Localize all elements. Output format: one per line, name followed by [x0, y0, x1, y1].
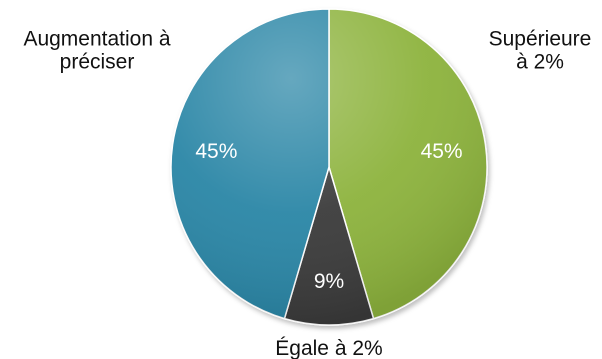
- pie-category-label-line: Égale à 2%: [275, 337, 382, 359]
- pie-category-label-line: à 2%: [516, 51, 564, 74]
- pie-category-label: Augmentation à préciser: [23, 28, 170, 74]
- pie-category-label: Égale à 2%: [275, 337, 382, 359]
- pie-labels: 45% Supérieure à 2% 9% Égale à 2% 45% Augmenta…: [23, 28, 591, 359]
- pie-category-label-line: Supérieure: [489, 28, 592, 51]
- pie-category-label-line: Augmentation à: [23, 28, 170, 51]
- pie-category-label: Supérieure à 2%: [489, 28, 592, 74]
- pie-category-label-line: préciser: [60, 51, 135, 74]
- pie-data-label: 45%: [421, 140, 463, 163]
- pie-gloss-overlay: [171, 9, 487, 325]
- pie-data-label: 9%: [314, 270, 344, 293]
- pie-data-label: 45%: [195, 140, 237, 163]
